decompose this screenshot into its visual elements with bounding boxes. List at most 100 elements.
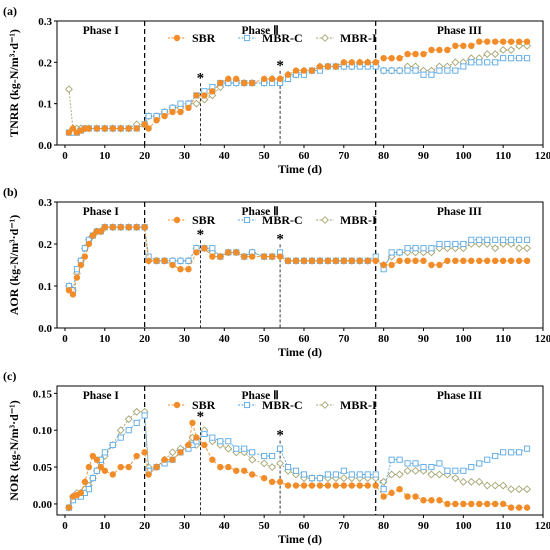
data-point-sbr bbox=[308, 67, 316, 74]
data-point-sbr bbox=[388, 489, 395, 497]
series-line-mbr-i bbox=[68, 411, 528, 508]
data-point-sbr bbox=[468, 500, 475, 508]
phase-label: Phase Ⅱ bbox=[242, 24, 279, 37]
y-tick-label: 0.3 bbox=[38, 16, 52, 28]
data-point-sbr bbox=[499, 38, 507, 45]
data-point-sbr bbox=[89, 232, 97, 239]
data-point-sbr bbox=[460, 500, 467, 508]
data-point-mbr-c bbox=[73, 266, 80, 273]
data-point-sbr bbox=[169, 261, 176, 269]
x-tick-label: 30 bbox=[179, 333, 191, 345]
data-point-sbr bbox=[292, 67, 300, 74]
data-point-sbr bbox=[364, 257, 371, 264]
data-point-sbr bbox=[428, 261, 435, 269]
legend-marker-sbr bbox=[173, 34, 181, 42]
panel-label: (a) bbox=[3, 4, 17, 18]
data-point-mbr-c bbox=[145, 113, 152, 120]
data-point-sbr bbox=[268, 478, 276, 486]
data-point-sbr bbox=[507, 504, 515, 511]
data-point-sbr bbox=[515, 38, 523, 45]
data-point-mbr-i bbox=[451, 474, 460, 483]
data-point-mbr-c bbox=[476, 460, 483, 467]
event-star: * bbox=[197, 70, 205, 86]
data-point-mbr-c bbox=[241, 445, 248, 452]
y-tick-label: 0.05 bbox=[33, 462, 53, 474]
data-point-sbr bbox=[133, 224, 140, 231]
data-point-mbr-i bbox=[491, 244, 500, 253]
data-point-sbr bbox=[476, 38, 483, 45]
data-point-sbr bbox=[396, 54, 403, 62]
data-point-mbr-c bbox=[388, 67, 395, 74]
data-point-mbr-c bbox=[324, 471, 331, 478]
data-point-mbr-c bbox=[460, 467, 467, 474]
data-point-mbr-c bbox=[452, 67, 459, 74]
data-point-sbr bbox=[364, 59, 371, 66]
x-tick-label: 120 bbox=[535, 520, 550, 532]
series-sbr bbox=[65, 38, 531, 136]
data-point-sbr bbox=[420, 257, 427, 264]
data-point-mbr-c bbox=[492, 452, 499, 460]
data-point-mbr-i bbox=[132, 407, 141, 416]
data-point-sbr bbox=[452, 257, 459, 264]
data-point-sbr bbox=[65, 504, 73, 511]
data-point-sbr bbox=[125, 125, 132, 132]
data-point-sbr bbox=[97, 228, 105, 235]
x-tick-label: 110 bbox=[495, 520, 511, 532]
data-point-sbr bbox=[484, 500, 491, 508]
x-tick-label: 80 bbox=[378, 520, 390, 532]
phase-label: Phase III bbox=[437, 25, 483, 37]
data-point-sbr bbox=[348, 257, 355, 264]
legend: SBR MBR-C MBR-I bbox=[168, 213, 377, 227]
y-tick-label: 0.2 bbox=[38, 57, 52, 69]
data-point-sbr bbox=[93, 125, 101, 132]
y-tick-label: 0.00 bbox=[33, 499, 53, 511]
legend-marker-mbr-i bbox=[321, 34, 329, 42]
x-tick-label: 60 bbox=[298, 333, 310, 345]
data-point-mbr-i bbox=[403, 466, 412, 475]
legend: SBR MBR-C MBR-I bbox=[168, 398, 377, 412]
x-tick-label: 10 bbox=[99, 333, 111, 345]
data-point-mbr-i bbox=[507, 485, 516, 494]
data-point-mbr-c bbox=[109, 441, 116, 449]
data-point-sbr bbox=[372, 482, 379, 489]
data-point-mbr-i bbox=[268, 463, 277, 472]
data-point-sbr bbox=[356, 482, 363, 489]
data-point-sbr bbox=[452, 500, 459, 508]
data-point-mbr-c bbox=[284, 464, 292, 471]
x-tick-label: 70 bbox=[338, 150, 350, 162]
data-point-sbr bbox=[233, 75, 240, 83]
x-tick-label: 50 bbox=[259, 333, 271, 345]
y-tick-label: 0.2 bbox=[38, 239, 52, 251]
data-point-sbr bbox=[460, 257, 467, 264]
data-point-sbr bbox=[308, 257, 316, 264]
data-point-sbr bbox=[499, 500, 507, 508]
data-point-sbr bbox=[356, 59, 363, 66]
data-point-sbr bbox=[153, 463, 160, 471]
data-point-sbr bbox=[396, 257, 403, 264]
data-point-sbr bbox=[292, 482, 300, 489]
data-point-sbr bbox=[260, 253, 268, 260]
data-point-sbr bbox=[85, 240, 93, 248]
series-sbr bbox=[65, 224, 531, 298]
legend-marker-mbr-c bbox=[243, 34, 251, 42]
data-point-mbr-c bbox=[524, 55, 531, 62]
data-point-mbr-c bbox=[436, 67, 443, 74]
data-point-sbr bbox=[276, 75, 284, 83]
data-point-mbr-c bbox=[277, 445, 284, 452]
data-point-sbr bbox=[89, 452, 97, 460]
data-point-sbr bbox=[109, 471, 116, 478]
x-tick-label: 70 bbox=[338, 520, 350, 532]
y-axis-title: NOR (kg-N/m³·d⁻¹) bbox=[7, 400, 21, 501]
data-point-sbr bbox=[185, 104, 192, 112]
data-point-sbr bbox=[97, 463, 105, 471]
data-point-mbr-c bbox=[420, 245, 427, 252]
data-point-mbr-c bbox=[404, 460, 411, 467]
data-point-mbr-c bbox=[201, 430, 208, 437]
data-point-mbr-c bbox=[468, 236, 475, 243]
data-point-mbr-c bbox=[444, 240, 451, 248]
data-point-mbr-c bbox=[396, 456, 403, 463]
data-point-mbr-c bbox=[428, 464, 435, 471]
phase-label: Phase III bbox=[437, 206, 483, 218]
data-point-mbr-i bbox=[443, 244, 452, 253]
data-point-sbr bbox=[193, 249, 200, 256]
